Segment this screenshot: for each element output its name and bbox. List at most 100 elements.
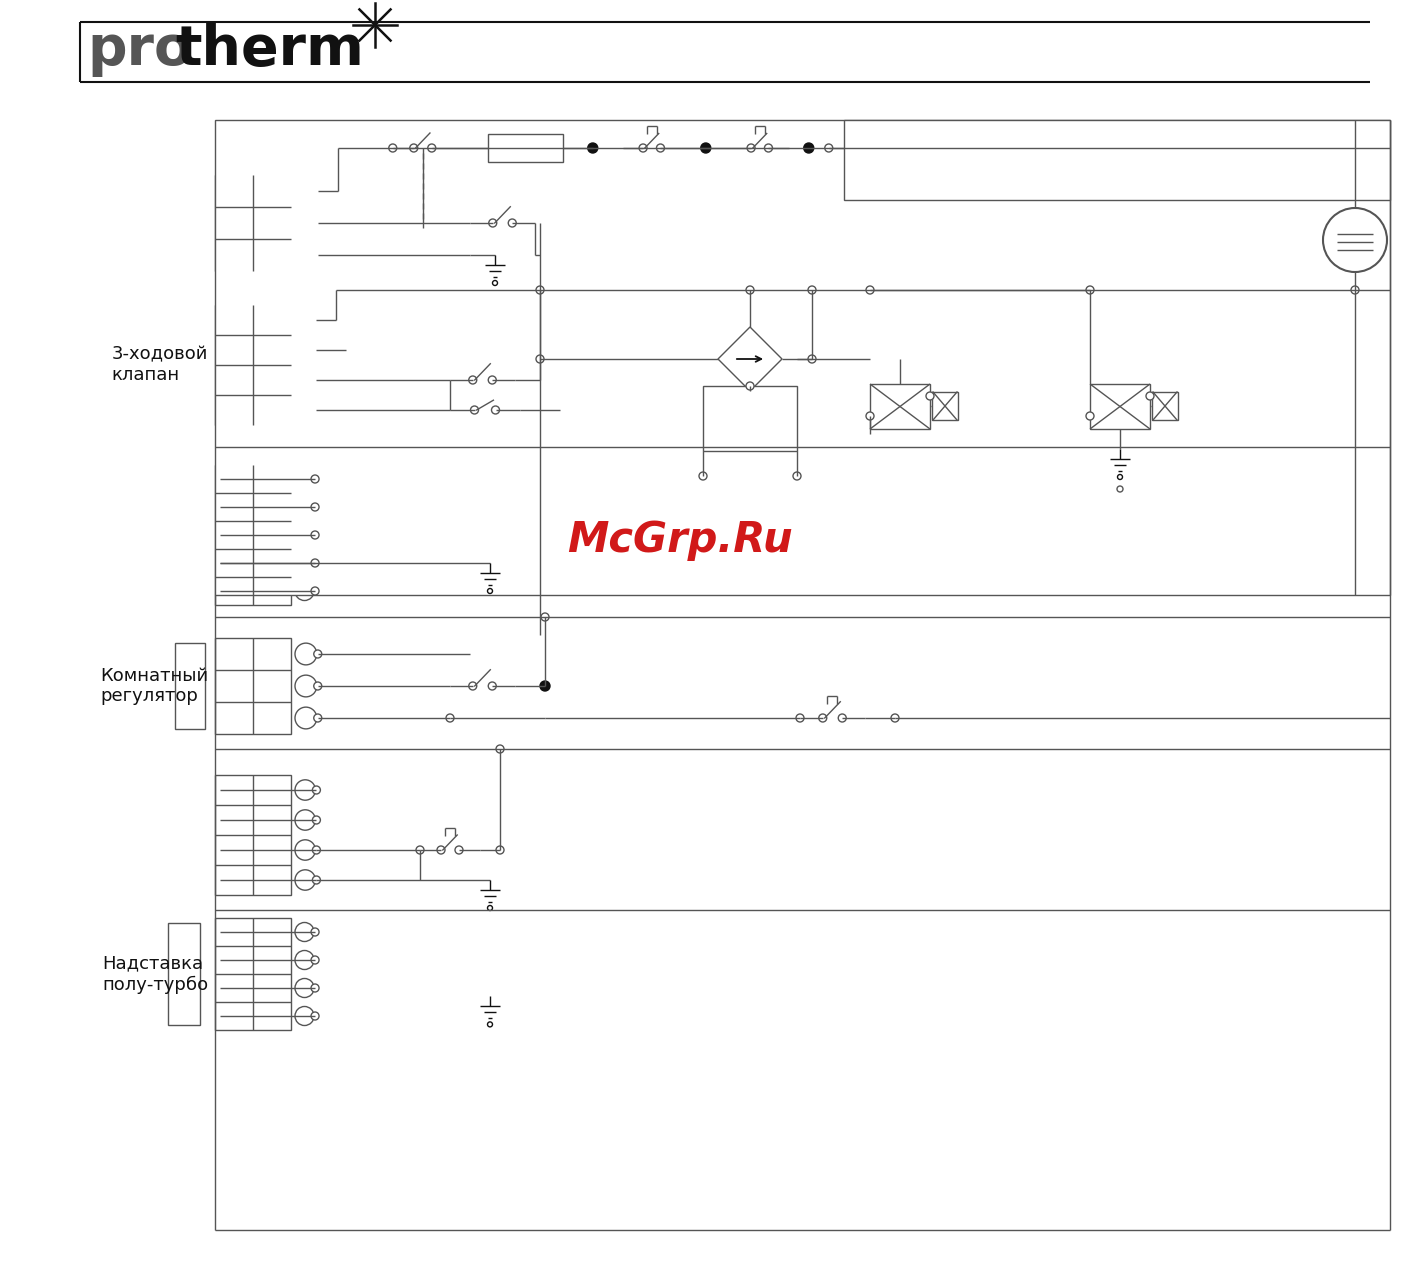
Circle shape <box>926 392 933 399</box>
Circle shape <box>541 613 549 621</box>
Circle shape <box>295 840 316 860</box>
Circle shape <box>539 681 551 691</box>
Circle shape <box>313 846 320 854</box>
Circle shape <box>746 286 754 294</box>
Text: pro: pro <box>87 23 192 78</box>
Circle shape <box>312 558 319 567</box>
Circle shape <box>295 244 317 266</box>
Circle shape <box>295 950 314 969</box>
Circle shape <box>295 399 316 420</box>
Circle shape <box>437 846 445 854</box>
Circle shape <box>295 212 317 234</box>
Circle shape <box>1146 392 1154 399</box>
Circle shape <box>488 377 497 384</box>
Circle shape <box>468 682 477 689</box>
Circle shape <box>312 530 319 539</box>
Circle shape <box>295 1006 314 1025</box>
Circle shape <box>295 370 316 391</box>
Circle shape <box>795 714 804 722</box>
Circle shape <box>825 144 832 151</box>
Bar <box>215 466 290 605</box>
Bar <box>215 305 290 425</box>
Bar <box>215 918 290 1030</box>
Circle shape <box>488 219 497 226</box>
Circle shape <box>639 144 647 151</box>
Circle shape <box>295 780 316 800</box>
Circle shape <box>699 472 707 480</box>
Circle shape <box>588 142 598 153</box>
Circle shape <box>295 553 314 572</box>
Circle shape <box>410 144 418 151</box>
Circle shape <box>313 876 320 884</box>
Bar <box>703 385 797 452</box>
Circle shape <box>416 846 424 854</box>
Circle shape <box>295 340 316 360</box>
Circle shape <box>445 714 454 722</box>
Circle shape <box>295 181 317 202</box>
Circle shape <box>508 219 517 226</box>
Text: 3-ходовой
клапан: 3-ходовой клапан <box>111 346 208 384</box>
Circle shape <box>491 406 499 413</box>
Circle shape <box>313 786 320 794</box>
Circle shape <box>656 144 665 151</box>
Bar <box>932 392 958 420</box>
Circle shape <box>488 682 497 689</box>
Circle shape <box>793 472 801 480</box>
Circle shape <box>867 412 874 420</box>
Circle shape <box>312 985 319 992</box>
Circle shape <box>488 1021 492 1027</box>
Circle shape <box>838 714 847 722</box>
Circle shape <box>313 650 322 658</box>
Circle shape <box>1086 286 1094 294</box>
Text: Надставка
полу-турбо: Надставка полу-турбо <box>102 954 208 993</box>
Circle shape <box>1086 412 1094 420</box>
Circle shape <box>295 870 316 890</box>
Circle shape <box>312 586 319 595</box>
Text: therm: therm <box>175 23 364 78</box>
Circle shape <box>471 406 478 413</box>
Bar <box>175 644 205 729</box>
Bar <box>215 176 290 271</box>
Circle shape <box>808 355 815 363</box>
Circle shape <box>492 281 498 285</box>
Circle shape <box>295 978 314 997</box>
Circle shape <box>312 502 319 511</box>
Bar <box>168 923 201 1025</box>
Circle shape <box>312 474 319 483</box>
Circle shape <box>536 286 544 294</box>
Circle shape <box>312 929 319 936</box>
Circle shape <box>295 310 316 331</box>
Circle shape <box>488 589 492 594</box>
Bar <box>488 134 562 162</box>
Text: Комнатный
регулятор: Комнатный регулятор <box>100 667 208 706</box>
Circle shape <box>818 714 827 722</box>
Circle shape <box>312 957 319 964</box>
Circle shape <box>747 144 756 151</box>
Circle shape <box>295 581 314 600</box>
Circle shape <box>497 745 504 753</box>
Circle shape <box>313 682 322 689</box>
Circle shape <box>764 144 773 151</box>
Circle shape <box>536 355 544 363</box>
Circle shape <box>313 817 320 824</box>
Circle shape <box>468 377 477 384</box>
Bar <box>215 775 290 895</box>
Circle shape <box>1117 474 1123 480</box>
Circle shape <box>700 142 710 153</box>
Circle shape <box>295 469 314 488</box>
Bar <box>1153 392 1178 420</box>
Circle shape <box>541 682 549 689</box>
Bar <box>844 120 1390 200</box>
Circle shape <box>295 497 314 516</box>
Circle shape <box>488 906 492 911</box>
Circle shape <box>891 714 899 722</box>
Circle shape <box>455 846 462 854</box>
Circle shape <box>1323 209 1387 272</box>
Bar <box>215 639 290 734</box>
Circle shape <box>1117 486 1123 492</box>
Circle shape <box>295 707 317 729</box>
Circle shape <box>867 286 874 294</box>
Circle shape <box>804 142 814 153</box>
Bar <box>215 120 1390 595</box>
Circle shape <box>295 922 314 941</box>
